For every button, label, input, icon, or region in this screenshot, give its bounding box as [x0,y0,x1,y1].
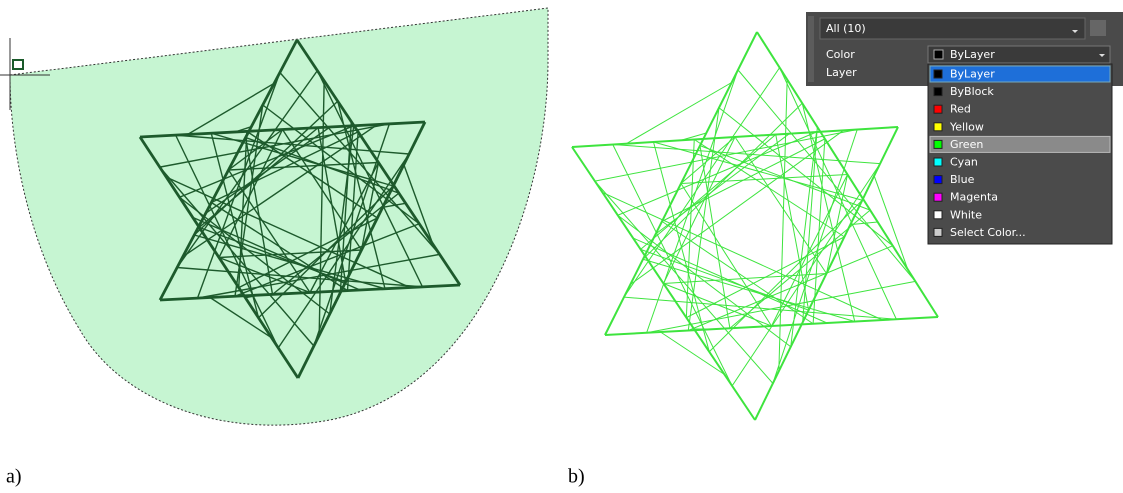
option-label: ByBlock [950,85,994,98]
grip [13,60,23,69]
wire [661,332,725,375]
grip-bar [808,16,814,82]
option-label: Yellow [949,120,984,133]
wire [618,215,791,347]
option-label: ByLayer [950,68,995,81]
wire [618,132,817,215]
color-option[interactable]: ByLayer [930,66,1110,82]
caption: a) [6,466,22,488]
option-label: Magenta [950,191,998,204]
option-label: Cyan [950,156,978,169]
swatch [934,140,942,148]
wireframe-star [572,32,938,420]
wire [773,130,857,384]
option-label: Blue [950,173,975,186]
swatch [934,70,942,78]
property-name: Layer [826,66,857,79]
option-label: Select Color... [950,226,1026,239]
caption: b) [568,466,585,488]
wire [738,70,915,282]
option-label: Green [950,138,983,151]
swatch [934,228,942,236]
color-option[interactable]: Green [930,136,1110,152]
hatch-boundary [10,8,548,425]
option-label: Red [950,103,971,116]
swatch [934,88,942,96]
quick-select-button[interactable] [1090,20,1106,36]
swatch [934,211,942,219]
swatch [934,176,942,184]
screenshot: a) b) All (10) Color Layer ByLayer ByLay… [0,0,1123,493]
selection: All (10) [826,22,866,35]
swatch [934,158,942,166]
wire [664,137,736,284]
wire [700,146,730,329]
option-label: White [950,208,982,221]
swatch [934,50,943,59]
swatch [934,123,942,131]
swatch [934,193,942,201]
wire [595,181,773,383]
wire [688,108,719,331]
color-list: ByLayer ByBlock Red Yellow Green Cyan Blue Mage… [928,64,1112,244]
property-name: Color [826,48,855,61]
swatch [934,105,942,113]
property-value: ByLayer [950,48,995,61]
